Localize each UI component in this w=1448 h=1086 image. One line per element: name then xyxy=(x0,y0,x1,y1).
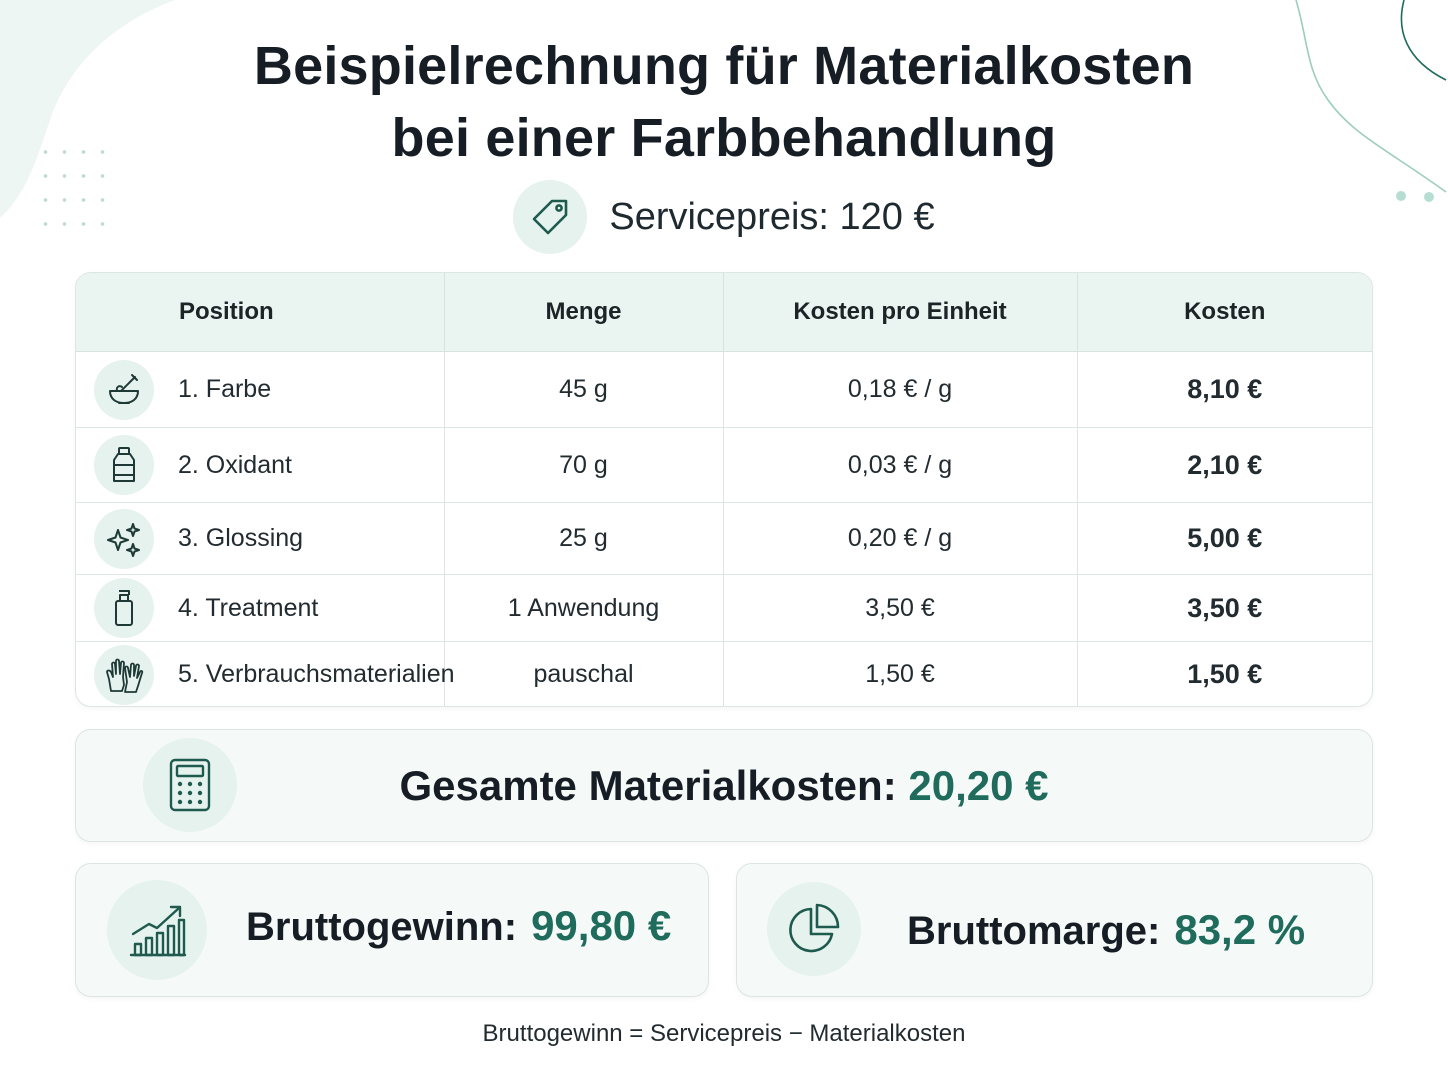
table-row: 4. Treatment 1 Anwendung 3,50 € 3,50 € xyxy=(76,574,1372,642)
row-unit-cost: 0,18 € / g xyxy=(723,351,1078,428)
row-position: 3. Glossing xyxy=(178,524,304,552)
row-menge: 1 Anwendung xyxy=(444,574,724,642)
table-row: 3. Glossing 25 g 0,20 € / g 5,00 € xyxy=(76,502,1372,575)
row-kosten: 8,10 € xyxy=(1077,351,1372,428)
gross-profit-box: Bruttogewinn: 99,80 € xyxy=(75,863,709,997)
sparkles-icon xyxy=(94,508,154,569)
decorative-blob xyxy=(0,0,175,218)
row-kosten: 3,50 € xyxy=(1077,574,1372,642)
color-bowl-brush-icon xyxy=(94,359,154,420)
row-kosten: 2,10 € xyxy=(1077,427,1372,503)
table-row: 5. Verbrauchsmaterialien pauschal 1,50 €… xyxy=(76,641,1372,706)
profit-value: 99,80 € xyxy=(531,902,672,949)
gross-margin: Bruttomarge: 83,2 % xyxy=(907,906,1305,954)
row-unit-cost: 0,20 € / g xyxy=(723,502,1078,575)
pump-bottle-icon xyxy=(94,578,154,638)
row-position: 2. Oxidant xyxy=(178,450,292,479)
growth-chart-icon xyxy=(107,880,207,980)
table-row: 1. Farbe 45 g 0,18 € / g 8,10 € xyxy=(76,351,1372,428)
service-price: Servicepreis: 120 € xyxy=(0,180,1448,254)
margin-label: Bruttomarge: xyxy=(907,909,1161,953)
table-row: 2. Oxidant 70 g 0,03 € / g 2,10 € xyxy=(76,427,1372,503)
profit-label: Bruttogewinn: xyxy=(246,905,518,949)
page-title: Beispielrechnung für Materialkosten bei … xyxy=(0,30,1448,174)
row-position: 1. Farbe xyxy=(178,375,272,403)
row-unit-cost: 0,03 € / g xyxy=(723,427,1078,503)
decorative-dots xyxy=(36,140,106,240)
row-menge: 70 g xyxy=(444,427,724,503)
title-line-1: Beispielrechnung für Materialkosten xyxy=(253,36,1195,96)
row-position: 4. Treatment xyxy=(178,593,319,622)
row-position: 5. Verbrauchsmaterialien xyxy=(178,660,455,689)
total-material-cost: Gesamte Materialkosten: 20,20 € xyxy=(76,762,1372,810)
service-price-label: Servicepreis: 120 € xyxy=(609,195,935,238)
margin-value: 83,2 % xyxy=(1174,906,1306,953)
material-cost-table: Position Menge Kosten pro Einheit Kosten xyxy=(75,272,1373,707)
header-unit-cost: Kosten pro Einheit xyxy=(723,273,1078,352)
gross-profit: Bruttogewinn: 99,80 € xyxy=(246,902,671,950)
row-menge: pauschal xyxy=(444,641,724,706)
row-unit-cost: 3,50 € xyxy=(723,574,1078,642)
formula-note: Bruttogewinn = Servicepreis − Materialko… xyxy=(482,1020,966,1047)
header-kosten: Kosten xyxy=(1077,273,1372,352)
decorative-lines xyxy=(1295,0,1447,202)
calculator-icon xyxy=(143,738,237,832)
row-unit-cost: 1,50 € xyxy=(723,641,1078,706)
gross-margin-box: Bruttomarge: 83,2 % xyxy=(736,863,1373,997)
bottle-icon xyxy=(94,435,154,495)
header-position: Position xyxy=(76,273,445,352)
header-menge: Menge xyxy=(444,273,724,352)
table-header-row: Position Menge Kosten pro Einheit Kosten xyxy=(76,273,1372,352)
row-kosten: 1,50 € xyxy=(1187,659,1263,690)
row-kosten: 5,00 € xyxy=(1077,502,1372,575)
total-material-cost-box: Gesamte Materialkosten: 20,20 € xyxy=(75,729,1373,842)
total-label: Gesamte Materialkosten: xyxy=(399,761,897,809)
row-menge: 25 g xyxy=(444,502,724,575)
price-tag-icon xyxy=(513,180,588,254)
total-value: 20,20 € xyxy=(908,761,1049,809)
gloves-icon xyxy=(94,644,154,705)
pie-chart-icon xyxy=(767,882,861,976)
row-menge: 45 g xyxy=(444,351,724,428)
title-line-2: bei einer Farbbehandlung xyxy=(391,108,1057,168)
